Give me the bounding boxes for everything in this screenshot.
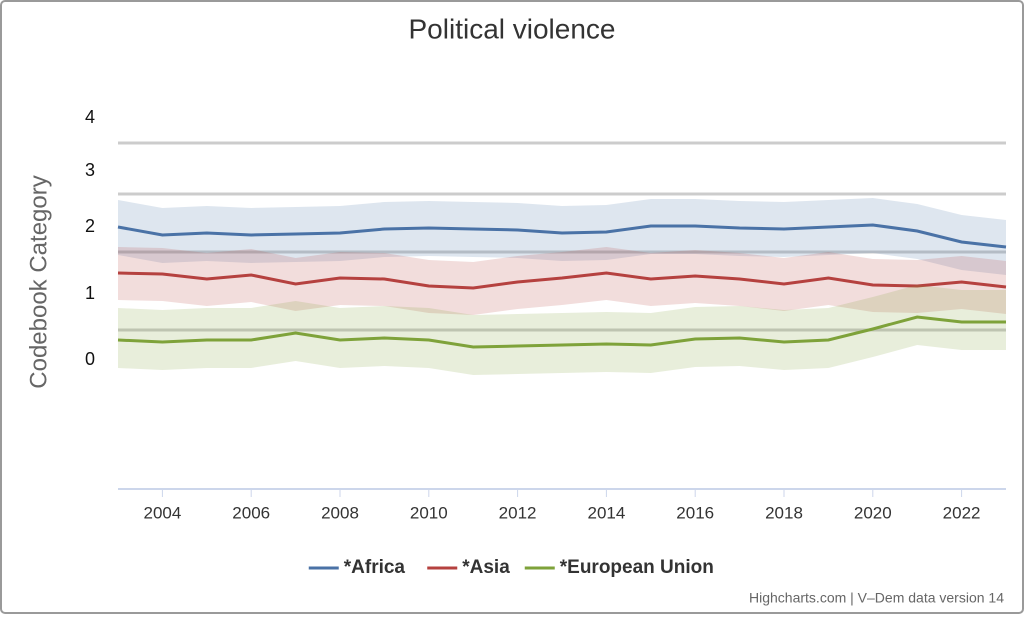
y-tick-label: 2	[85, 216, 95, 236]
x-tick-label: 2020	[854, 503, 892, 522]
x-tick-label: 2010	[410, 503, 448, 522]
x-tick-label: 2014	[587, 503, 625, 522]
series-line	[117, 271, 1007, 290]
x-tick-label: 2004	[143, 503, 181, 522]
series-line	[117, 315, 1006, 349]
range-band	[118, 198, 1006, 275]
x-tick-label: 2008	[321, 503, 359, 522]
x-tick-label: 2018	[765, 503, 803, 522]
chart-title: Political violence	[409, 13, 616, 44]
range-band	[118, 247, 1006, 315]
range-band	[118, 285, 1006, 375]
y-tick-label: 0	[85, 349, 95, 369]
y-tick-label: 3	[85, 160, 95, 180]
series-line	[117, 223, 1007, 249]
y-axis-title: Codebook Category	[25, 175, 52, 388]
legend-label[interactable]: *European Union	[560, 557, 714, 578]
credits: Highcharts.com | V–Dem data version 14	[749, 590, 1004, 606]
y-tick-label: 1	[85, 283, 95, 303]
x-tick-label: 2016	[676, 503, 714, 522]
y-tick-label: 4	[85, 107, 95, 127]
x-tick-label: 2022	[943, 503, 981, 522]
x-tick-label: 2012	[499, 503, 537, 522]
legend-label[interactable]: *Africa	[344, 557, 406, 578]
legend-label[interactable]: *Asia	[462, 557, 510, 578]
x-tick-label: 2006	[232, 503, 270, 522]
